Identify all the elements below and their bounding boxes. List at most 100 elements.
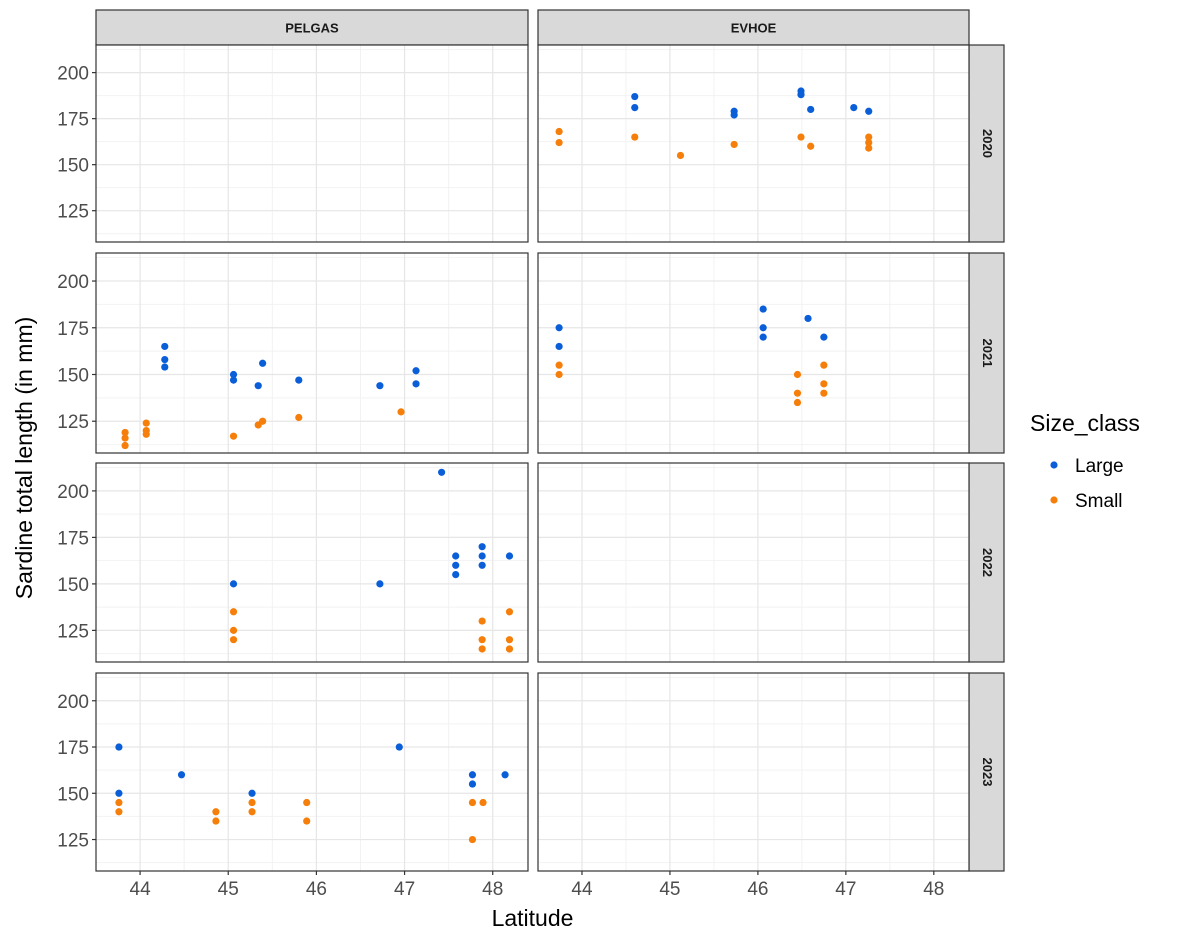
data-point	[142, 419, 150, 427]
data-point	[676, 151, 685, 160]
data-point	[865, 133, 873, 141]
legend-title: Size_class	[1030, 410, 1140, 436]
data-point	[793, 370, 802, 379]
data-point	[229, 626, 238, 634]
y-tick-label: 175	[57, 738, 89, 759]
panel-background	[96, 673, 528, 871]
panel-border	[95, 252, 529, 454]
data-point	[229, 608, 238, 616]
data-point	[259, 359, 267, 367]
facet-strip-column	[537, 9, 970, 46]
data-point	[730, 140, 738, 149]
y-tick-label: 175	[57, 110, 89, 131]
y-tick-label: 125	[57, 621, 89, 642]
data-point	[212, 808, 220, 816]
data-point	[161, 363, 169, 371]
data-point	[478, 636, 486, 644]
data-point	[793, 389, 802, 397]
y-tick-label: 150	[57, 365, 89, 386]
panel-background	[538, 463, 969, 662]
data-point	[468, 798, 477, 807]
facet-strip-row-label: 2020	[980, 129, 995, 158]
x-tick-label: 48	[482, 879, 503, 900]
data-point	[121, 441, 129, 450]
data-point	[229, 432, 238, 440]
data-point	[438, 468, 446, 476]
data-point	[505, 608, 514, 616]
data-point	[478, 552, 486, 560]
panel-background	[96, 253, 528, 453]
data-point	[468, 771, 477, 779]
panel-border	[537, 462, 970, 663]
data-point	[501, 771, 509, 779]
data-point	[820, 380, 828, 388]
data-point	[820, 333, 828, 341]
data-point	[505, 645, 514, 653]
data-point	[229, 636, 238, 644]
y-tick-label: 175	[57, 528, 89, 549]
data-point	[505, 636, 514, 644]
data-point	[229, 580, 238, 588]
x-tick-label: 48	[923, 879, 944, 900]
data-point	[412, 367, 420, 375]
data-point	[807, 105, 815, 114]
data-point	[865, 144, 873, 152]
legend-label: Small	[1075, 491, 1123, 512]
data-point	[478, 543, 486, 551]
data-point	[161, 355, 169, 364]
panel-background	[96, 463, 528, 662]
panel-background	[538, 253, 969, 453]
data-point	[412, 380, 420, 388]
panel-border	[95, 462, 529, 663]
data-point	[161, 342, 169, 351]
y-axis-title: Sardine total length (in mm)	[11, 317, 37, 600]
data-point	[759, 305, 767, 313]
y-tick-label: 200	[57, 272, 89, 293]
y-tick-label: 125	[57, 202, 89, 223]
y-tick-label: 150	[57, 575, 89, 596]
data-point	[115, 789, 123, 797]
x-tick-label: 47	[394, 879, 415, 900]
data-point	[248, 808, 256, 816]
data-point	[478, 645, 486, 653]
data-point	[631, 103, 639, 112]
data-point	[850, 103, 858, 112]
panel-border	[95, 44, 529, 243]
data-point	[865, 138, 873, 147]
y-tick-label: 125	[57, 831, 89, 852]
panel-border	[95, 672, 529, 872]
x-tick-label: 46	[306, 879, 327, 900]
data-point	[478, 561, 486, 569]
data-point	[452, 552, 460, 560]
facet-strip-row	[968, 44, 1005, 243]
data-point	[248, 789, 256, 797]
y-tick-label: 200	[57, 482, 89, 503]
data-point	[555, 127, 563, 136]
data-point	[797, 133, 805, 141]
data-point	[177, 771, 186, 779]
data-point	[452, 561, 460, 569]
data-point	[229, 370, 238, 379]
data-point	[254, 382, 262, 390]
data-point	[121, 434, 129, 442]
data-point	[295, 413, 303, 422]
facet-strip-row-label: 2021	[980, 339, 995, 368]
panel-background	[96, 45, 528, 242]
facet-strip-column-label: PELGAS	[285, 21, 339, 36]
x-axis-title: Latitude	[492, 905, 574, 931]
panel-border	[537, 672, 970, 872]
panel-background	[538, 673, 969, 871]
data-point	[248, 798, 256, 807]
y-tick-label: 200	[57, 692, 89, 713]
data-point	[303, 798, 311, 807]
data-point	[142, 430, 150, 438]
y-tick-label: 125	[57, 412, 89, 433]
data-point	[478, 617, 486, 625]
data-point	[820, 361, 828, 369]
data-point	[555, 342, 563, 351]
data-point	[820, 389, 828, 397]
data-point	[121, 428, 129, 437]
x-tick-label: 47	[835, 879, 856, 900]
panel-border	[537, 252, 970, 454]
